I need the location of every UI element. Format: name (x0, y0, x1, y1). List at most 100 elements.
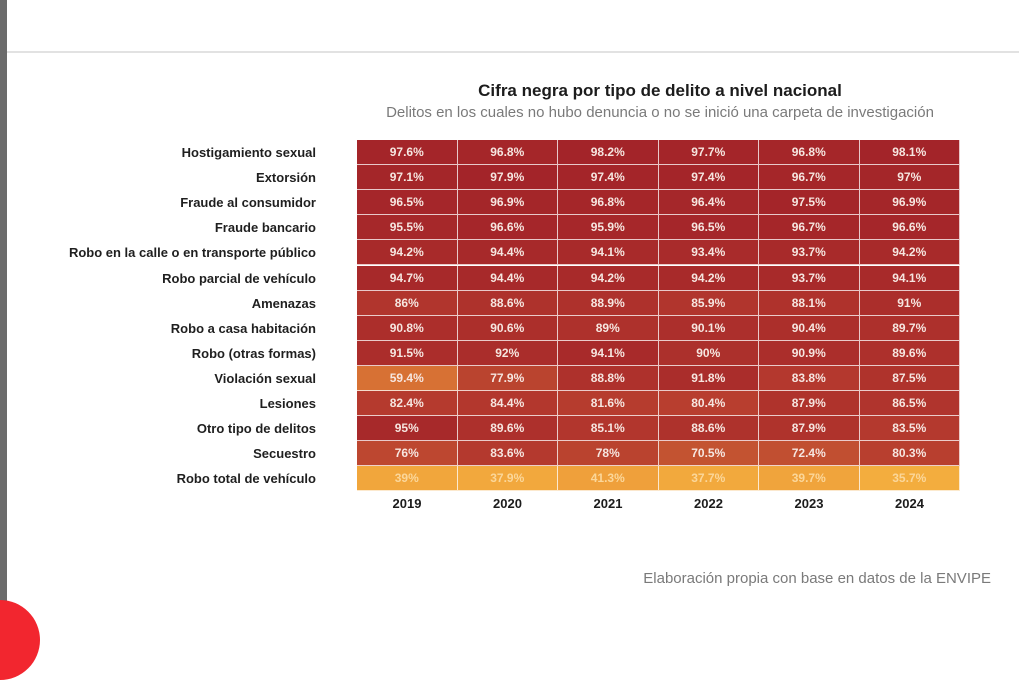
heatmap-cell: 93.4% (658, 240, 759, 266)
heatmap-cell: 96.9% (457, 190, 558, 216)
row-label: Extorsión (256, 170, 316, 186)
row-label: Robo en la calle o en transporte público (68, 245, 316, 261)
heatmap-cell: 94.1% (558, 340, 659, 366)
heatmap-cell: 97.4% (658, 165, 759, 191)
column-label: 2024 (895, 496, 924, 511)
heatmap-cell: 87.9% (759, 416, 860, 442)
heatmap-cell: 91.8% (658, 365, 759, 391)
heatmap-cell: 97.1% (357, 165, 458, 191)
heatmap-cell: 77.9% (457, 365, 558, 391)
heatmap-cell: 59.4% (357, 365, 458, 391)
heatmap-cell: 89.6% (457, 416, 558, 442)
row-label: Secuestro (253, 446, 316, 462)
heatmap-cell: 93.7% (759, 240, 860, 266)
heatmap-cell: 94.7% (357, 265, 458, 291)
heatmap-cell: 37.9% (457, 466, 558, 492)
heatmap-cell: 83.8% (759, 365, 860, 391)
heatmap-cell: 96.9% (859, 190, 960, 216)
heatmap-cell: 95.9% (558, 215, 659, 241)
heatmap-cell: 90.4% (759, 315, 860, 341)
heatmap-cell: 87.9% (759, 391, 860, 417)
heatmap-cell: 85.1% (558, 416, 659, 442)
heatmap-cell: 96.6% (457, 215, 558, 241)
row-label: Otro tipo de delitos (196, 421, 316, 437)
heatmap-cell: 96.7% (759, 215, 860, 241)
heatmap-cell: 97.5% (759, 190, 860, 216)
heatmap-cell: 94.4% (457, 240, 558, 266)
heatmap-cell: 85.9% (658, 290, 759, 316)
heatmap-cell: 90% (658, 340, 759, 366)
heatmap-cell: 82.4% (357, 391, 458, 417)
heatmap-cell: 96.6% (859, 215, 960, 241)
heatmap-cell: 94.2% (357, 240, 458, 266)
heatmap-cell: 86% (357, 290, 458, 316)
heatmap-cell: 88.9% (558, 290, 659, 316)
window-edge (0, 0, 7, 624)
heatmap-cell: 39% (357, 466, 458, 492)
floating-action-button[interactable] (0, 600, 40, 680)
heatmap-cell: 89% (558, 315, 659, 341)
heatmap-cell: 96.7% (759, 165, 860, 191)
row-label: Fraude al consumidor (180, 195, 316, 211)
heatmap-cell: 90.9% (759, 340, 860, 366)
column-label: 2019 (392, 496, 422, 511)
heatmap-cell: 37.7% (658, 466, 759, 492)
heatmap-cell: 96.8% (759, 140, 860, 166)
heatmap-cell: 94.4% (457, 265, 558, 291)
heatmap-cell: 83.6% (457, 441, 558, 467)
heatmap-cell: 91% (859, 290, 960, 316)
heatmap-cell: 86.5% (859, 391, 960, 417)
heatmap-cell: 87.5% (859, 365, 960, 391)
heatmap-cell: 89.6% (859, 340, 960, 366)
row-label: Hostigamiento sexual (181, 145, 316, 160)
heatmap-cell: 97.9% (457, 165, 558, 191)
heatmap-cell: 94.1% (558, 240, 659, 266)
heatmap-cell: 94.2% (558, 265, 659, 291)
heatmap-cell: 80.4% (658, 391, 759, 417)
heatmap-cell: 93.7% (759, 265, 860, 291)
heatmap-cell: 84.4% (457, 391, 558, 417)
heatmap-cell: 97.4% (558, 165, 659, 191)
column-label: 2022 (694, 496, 723, 511)
row-label: Robo a casa habitación (170, 320, 316, 336)
heatmap-cell: 97.6% (357, 140, 458, 166)
heatmap-cell: 94.1% (859, 265, 960, 291)
heatmap-cell: 97.7% (658, 140, 759, 166)
heatmap-cell: 39.7% (759, 466, 860, 492)
heatmap-cell: 83.5% (859, 416, 960, 442)
heatmap-cell: 92% (457, 340, 558, 366)
heatmap-cell: 41.3% (558, 466, 659, 492)
source-note: Elaboración propia con base en datos de … (643, 570, 991, 587)
heatmap-cell: 96.8% (558, 190, 659, 216)
heatmap-cell: 95% (357, 416, 458, 442)
heatmap-cell: 94.2% (658, 265, 759, 291)
row-label: Fraude bancario (214, 220, 316, 236)
heatmap-cell: 90.8% (357, 315, 458, 341)
heatmap-cell: 35.7% (859, 466, 960, 492)
heatmap-cell: 88.8% (558, 365, 659, 391)
column-label: 2020 (493, 496, 522, 511)
heatmap-cell: 97% (859, 165, 960, 191)
row-label: Lesiones (259, 396, 316, 411)
heatmap-cell: 88.6% (457, 290, 558, 316)
heatmap-cell: 90.6% (457, 315, 558, 341)
column-label: 2023 (794, 496, 824, 511)
row-label: Robo (otras formas) (191, 345, 316, 361)
heatmap-cell: 70.5% (658, 441, 759, 467)
heatmap-cell: 91.5% (357, 340, 458, 366)
heatmap-cell: 88.1% (759, 290, 860, 316)
heatmap-cell: 78% (558, 441, 659, 467)
heatmap-cell: 96.5% (357, 190, 458, 216)
heatmap-cell: 96.5% (658, 215, 759, 241)
heatmap-cell: 88.6% (658, 416, 759, 442)
heatmap-cell: 81.6% (558, 391, 659, 417)
chart-subtitle: Delitos en los cuales no hubo denuncia o… (386, 104, 934, 121)
heatmap-cell: 94.2% (859, 240, 960, 266)
heatmap-cell: 90.1% (658, 315, 759, 341)
row-label: Amenazas (251, 295, 316, 311)
heatmap-cell: 95.5% (357, 215, 458, 241)
row-label: Robo total de vehículo (176, 471, 316, 487)
header-divider (7, 51, 1019, 53)
row-label: Violación sexual (214, 370, 316, 386)
heatmap-cell: 96.8% (457, 140, 558, 166)
